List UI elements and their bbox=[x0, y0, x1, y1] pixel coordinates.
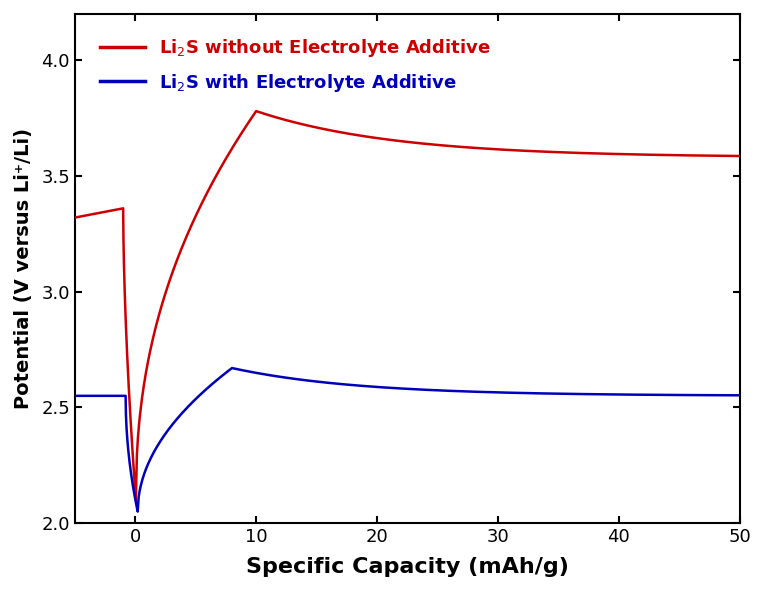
Legend: Li$_2$S without Electrolyte Additive, Li$_2$S with Electrolyte Additive: Li$_2$S without Electrolyte Additive, Li… bbox=[90, 28, 500, 103]
Y-axis label: Potential (V versus Li⁺/Li): Potential (V versus Li⁺/Li) bbox=[14, 128, 33, 409]
X-axis label: Specific Capacity (mAh/g): Specific Capacity (mAh/g) bbox=[246, 557, 568, 577]
